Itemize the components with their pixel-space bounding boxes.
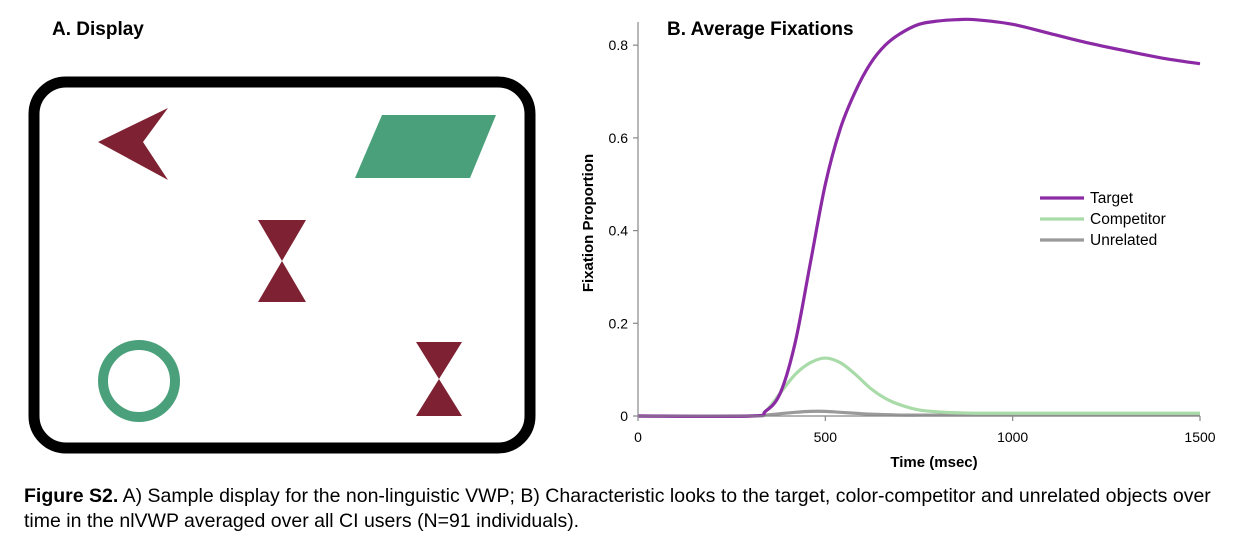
y-tick-label: 0.4 (609, 223, 629, 239)
figure-caption: Figure S2. A) Sample display for the non… (24, 484, 1224, 534)
series-line-competitor (637, 356, 1200, 418)
x-tick-label: 0 (634, 429, 642, 445)
display-frame (28, 76, 536, 454)
y-tick-label: 0 (620, 408, 628, 424)
x-tick-label: 1500 (1184, 429, 1215, 445)
x-tick-label: 500 (814, 429, 838, 445)
x-tick-label: 1000 (997, 429, 1028, 445)
display-panel (28, 76, 536, 454)
hourglass-center-shape (258, 220, 306, 302)
legend-label-target: Target (1090, 190, 1134, 207)
arrowhead-shape (98, 108, 168, 180)
legend-label-unrelated: Unrelated (1090, 232, 1157, 249)
y-tick-label: 0.8 (609, 37, 629, 53)
panel-a-title: A. Display (52, 19, 144, 40)
line-chart: 0 0.2 0.4 0.6 0.8 0 500 1000 1500 Time (msec) Fixa… (580, 17, 1216, 471)
legend-label-competitor: Competitor (1090, 211, 1166, 228)
series-line-target (637, 17, 1201, 418)
parallelogram-shape (355, 115, 496, 178)
caption-text: A) Sample display for the non-linguistic… (24, 485, 1211, 532)
y-tick-label: 0.2 (609, 315, 629, 331)
y-tick-label: 0.6 (609, 130, 629, 146)
series-line-unrelated (637, 409, 1200, 418)
caption-label: Figure S2. (24, 485, 119, 507)
x-axis-label: Time (msec) (890, 454, 977, 471)
y-axis-label: Fixation Proportion (580, 154, 597, 292)
ring-shape (98, 340, 180, 422)
hourglass-right-shape (416, 342, 462, 416)
chart-title: B. Average Fixations (667, 19, 854, 40)
